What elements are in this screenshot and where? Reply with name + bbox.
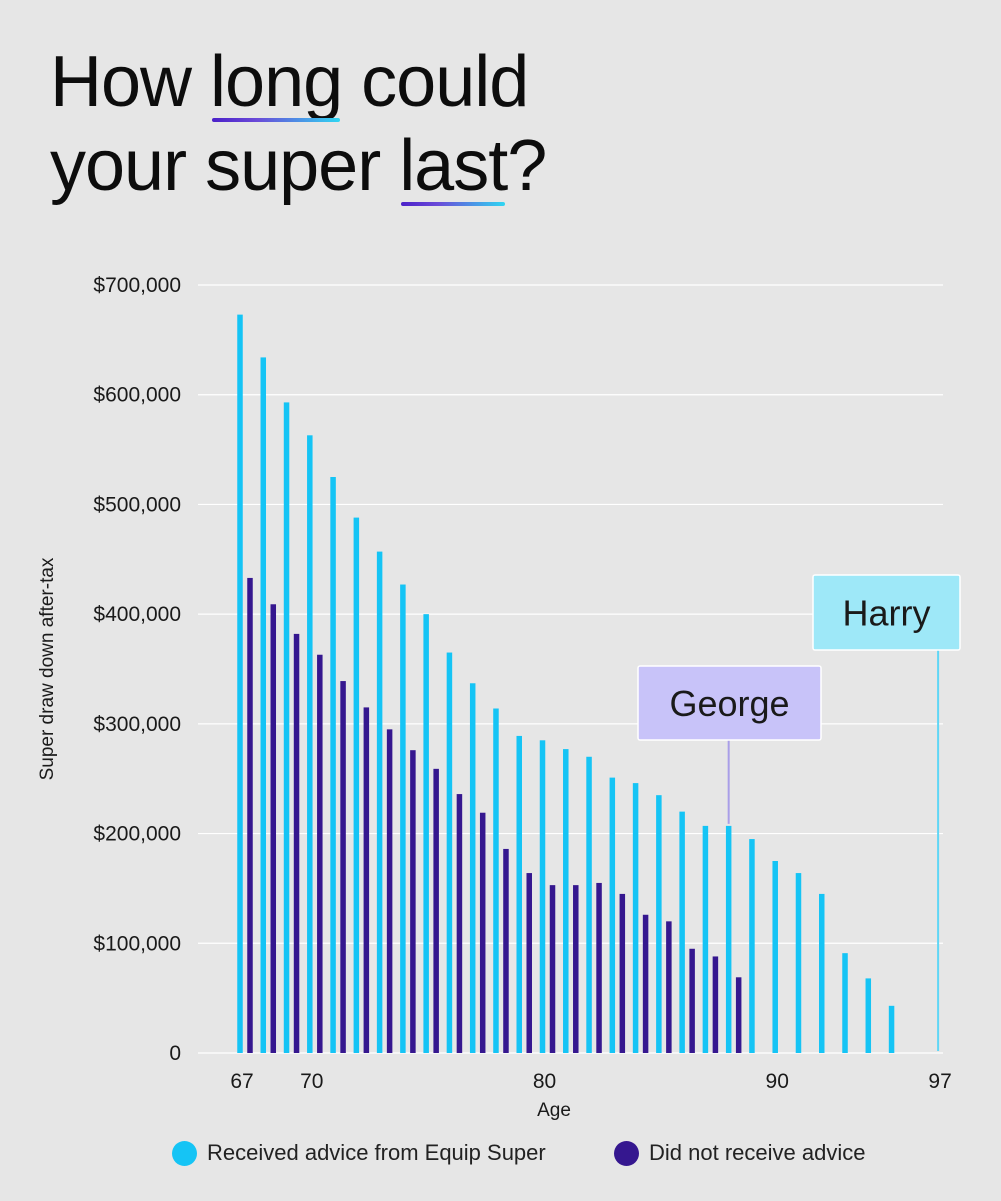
y-tick-label: $300,000 [93,713,181,736]
bar-advice [400,584,406,1053]
legend-swatch-no-advice [614,1140,639,1166]
bar-no-advice [410,750,416,1053]
bar-advice [330,477,336,1053]
x-tick-label: 90 [766,1070,789,1093]
bar-no-advice [573,885,579,1053]
bar-no-advice [317,654,323,1053]
bar-advice [632,783,639,1053]
bar-no-advice [503,848,509,1053]
bar-advice [749,839,755,1053]
legend-item-no-advice: Did not receive advice [614,1140,865,1166]
bar-advice [656,795,662,1053]
bar-chart: 0 $100,000 $200,000 $300,000 $400,000 $500,00… [37,274,961,1121]
y-tick-label: $700,000 [93,274,181,297]
title-text: How [50,42,211,122]
bar-no-advice [526,873,532,1053]
bar-advice [795,873,802,1053]
bar-advice [679,811,685,1053]
bar-advice [865,978,872,1053]
bar-advice [516,735,522,1053]
bar-advice [819,893,825,1053]
bar-advice [376,551,383,1053]
bar-advice [307,435,313,1053]
bar-advice [260,357,267,1053]
bar-advice [702,825,709,1053]
title-underlined-word: long [210,42,343,122]
bar-no-advice [270,604,277,1053]
y-tick-label: $400,000 [93,603,181,626]
bar-advice [842,953,848,1053]
legend-label-no-advice: Did not receive advice [649,1140,866,1165]
bar-no-advice [712,956,719,1053]
bar-no-advice [479,812,486,1053]
bar-no-advice [596,882,602,1053]
bar-advice [469,683,476,1053]
bar-advice [353,517,360,1053]
y-axis-label: Super draw down after-tax [37,557,58,780]
annotation-box [812,574,961,651]
bar-no-advice [456,794,463,1053]
bar-advice [609,777,616,1053]
page-title: How long could your super last? [50,40,547,208]
title-line-1: How long could [50,40,546,124]
bar-advice [423,614,429,1053]
legend-label-advice: Received advice from Equip Super [207,1140,546,1165]
bar-advice [237,314,243,1053]
y-tick-label: $200,000 [93,823,181,846]
x-tick-label: 80 [533,1070,556,1093]
x-axis-label: Age [537,1100,571,1121]
bar-no-advice [293,633,300,1053]
bar-no-advice [247,577,253,1053]
y-tick-label: $100,000 [93,932,181,955]
title-line-2: your super last? [50,124,547,208]
title-underlined-word: last [399,126,508,206]
bar-no-advice [340,681,346,1053]
legend-item-advice: Received advice from Equip Super [172,1140,546,1166]
title-text: could [342,42,529,122]
y-tick-label: 0 [169,1042,181,1065]
bar-advice [539,740,546,1053]
bar-no-advice [735,977,742,1053]
annotation-label: Harry [843,593,931,634]
bar-advice [586,756,592,1053]
bar-no-advice [642,914,649,1053]
bar-advice [725,825,732,1053]
y-tick-label: $500,000 [93,493,181,516]
bar-no-advice [666,921,672,1053]
annotation-label: George [669,683,789,724]
legend-swatch-advice [172,1140,197,1166]
x-tick-label: 67 [230,1070,253,1093]
bar-advice [563,749,569,1053]
bar-advice [446,652,453,1053]
bar-no-advice [386,729,393,1053]
annotation-box [637,665,822,741]
bar-advice [772,861,778,1053]
bar-no-advice [549,885,556,1053]
x-tick-label: 70 [300,1070,323,1093]
bar-no-advice [619,893,626,1053]
bar-no-advice [363,707,370,1053]
bar-advice [283,402,290,1053]
bar-no-advice [689,948,695,1053]
legend: Received advice from Equip Super Did not… [0,1140,1001,1184]
bar-no-advice [433,768,439,1053]
x-tick-label: 97 [928,1070,951,1093]
title-text: your super [50,126,400,206]
bar-advice [493,708,499,1053]
title-text: ? [507,126,547,206]
bar-advice [888,1005,895,1053]
y-tick-label: $600,000 [93,384,181,407]
